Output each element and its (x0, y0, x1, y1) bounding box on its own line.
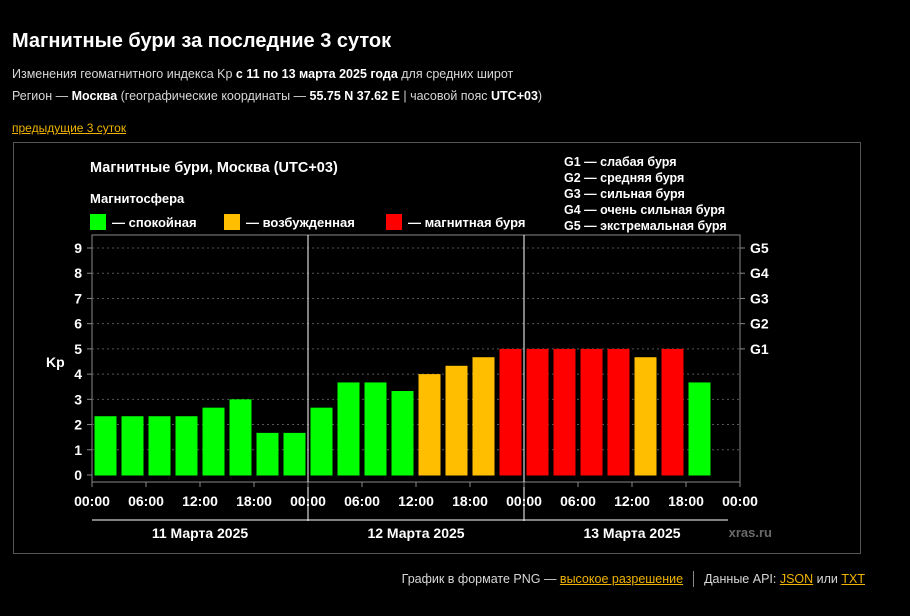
day-label: 12 Марта 2025 (367, 525, 464, 541)
json-link[interactable]: JSON (779, 572, 814, 586)
x-tick-label: 18:00 (452, 493, 488, 509)
subtitle-text: для средних широт (397, 67, 514, 81)
x-tick-label: 12:00 (182, 493, 218, 509)
x-tick-label: 18:00 (668, 493, 704, 509)
api-label: Данные API: (704, 572, 780, 586)
y-tick-label: 4 (74, 366, 82, 382)
legend-swatch (90, 214, 106, 230)
day-label: 11 Марта 2025 (152, 525, 249, 541)
legend-label: — возбужденная (246, 215, 355, 230)
storm-level-label: G2 (750, 316, 769, 332)
txt-link[interactable]: TXT (841, 572, 865, 586)
y-tick-label: 7 (74, 290, 82, 306)
kp-bar (607, 348, 630, 476)
subtitle-region: Регион — Москва (географические координа… (12, 89, 542, 103)
coords-label: (географические координаты — (117, 89, 310, 103)
kp-bar (202, 407, 225, 476)
storm-scale-entry: G4 — очень сильная буря (564, 203, 725, 217)
y-tick-label: 9 (74, 240, 82, 256)
storm-scale-entry: G5 — экстремальная буря (564, 219, 727, 233)
storm-scale-entry: G1 — слабая буря (564, 155, 677, 169)
y-tick-label: 0 (74, 467, 82, 483)
png-label: График в формате PNG — (401, 572, 560, 586)
kp-bar (310, 407, 333, 476)
page-title: Магнитные бури за последние 3 суток (12, 30, 392, 52)
x-tick-label: 06:00 (128, 493, 164, 509)
kp-bar (364, 382, 387, 476)
subtitle-dates: с 11 по 13 марта 2025 года (235, 67, 398, 81)
y-tick-label: 6 (74, 316, 82, 332)
kp-bar (634, 357, 657, 476)
y-tick-label: 2 (74, 417, 82, 433)
coords-value: 55.75 N 37.62 E (309, 89, 400, 103)
kp-bar (661, 348, 684, 476)
kp-bar (229, 399, 252, 476)
kp-bar (391, 391, 414, 476)
kp-chart: Магнитные бури, Москва (UTC+03) Магнитосф… (46, 155, 772, 541)
legend-title: Магнитосфера (90, 191, 185, 206)
kp-bar (175, 416, 198, 476)
footer-divider (693, 571, 695, 587)
x-tick-label: 00:00 (506, 493, 542, 509)
legend-swatch (386, 214, 402, 230)
kp-bar (121, 416, 144, 476)
legend-label: — магнитная буря (408, 215, 525, 230)
x-tick-label: 12:00 (398, 493, 434, 509)
region-label: Регион — (12, 89, 72, 103)
x-tick-label: 12:00 (614, 493, 650, 509)
kp-chart-frame: Магнитные бури, Москва (UTC+03) Магнитосф… (13, 142, 861, 554)
high-resolution-link[interactable]: высокое разрешение (559, 572, 684, 586)
legend-swatch (224, 214, 240, 230)
kp-bar (283, 432, 306, 476)
footer: График в формате PNG — высокое разрешени… (402, 571, 865, 587)
storm-scale-entry: G3 — сильная буря (564, 187, 685, 201)
or-label: или (813, 572, 842, 586)
kp-bar (337, 382, 360, 476)
storm-scale-entry: G2 — средняя буря (564, 171, 684, 185)
kp-bar (256, 432, 279, 476)
x-tick-label: 00:00 (74, 493, 110, 509)
timezone-value: UTC+03 (491, 89, 538, 103)
x-tick-label: 06:00 (560, 493, 596, 509)
day-label: 13 Марта 2025 (583, 525, 680, 541)
kp-bar (526, 348, 549, 476)
subtitle-text: ) (537, 89, 543, 103)
x-tick-label: 00:00 (290, 493, 326, 509)
y-tick-label: 3 (74, 391, 82, 407)
kp-bar (688, 382, 711, 476)
legend-label: — спокойная (112, 215, 197, 230)
kp-bar (472, 357, 495, 476)
kp-bar (94, 416, 117, 476)
y-axis-label: Kp (46, 354, 65, 370)
kp-bar (553, 348, 576, 476)
kp-bar (580, 348, 603, 476)
region-name: Москва (71, 89, 118, 103)
kp-bar (148, 416, 171, 476)
kp-bar (418, 374, 441, 476)
x-tick-label: 18:00 (236, 493, 272, 509)
kp-bar (445, 365, 468, 476)
storm-level-label: G5 (750, 240, 769, 256)
previous-3-days-link[interactable]: предыдущие 3 суток (12, 121, 127, 135)
y-tick-label: 8 (74, 265, 82, 281)
kp-bar (499, 348, 522, 476)
chart-title: Магнитные бури, Москва (UTC+03) (90, 160, 338, 176)
subtitle-period: Изменения геомагнитного индекса Kp с 11 … (12, 67, 513, 81)
timezone-label: | часовой пояс (399, 89, 491, 103)
subtitle-text: Изменения геомагнитного индекса Kp (12, 67, 236, 81)
y-tick-label: 5 (74, 341, 82, 357)
x-tick-label: 00:00 (722, 493, 758, 509)
storm-level-label: G1 (750, 341, 769, 357)
storm-level-label: G4 (750, 265, 769, 281)
y-tick-label: 1 (74, 442, 82, 458)
x-tick-label: 06:00 (344, 493, 380, 509)
watermark: xras.ru (729, 525, 772, 540)
storm-level-label: G3 (750, 290, 769, 306)
